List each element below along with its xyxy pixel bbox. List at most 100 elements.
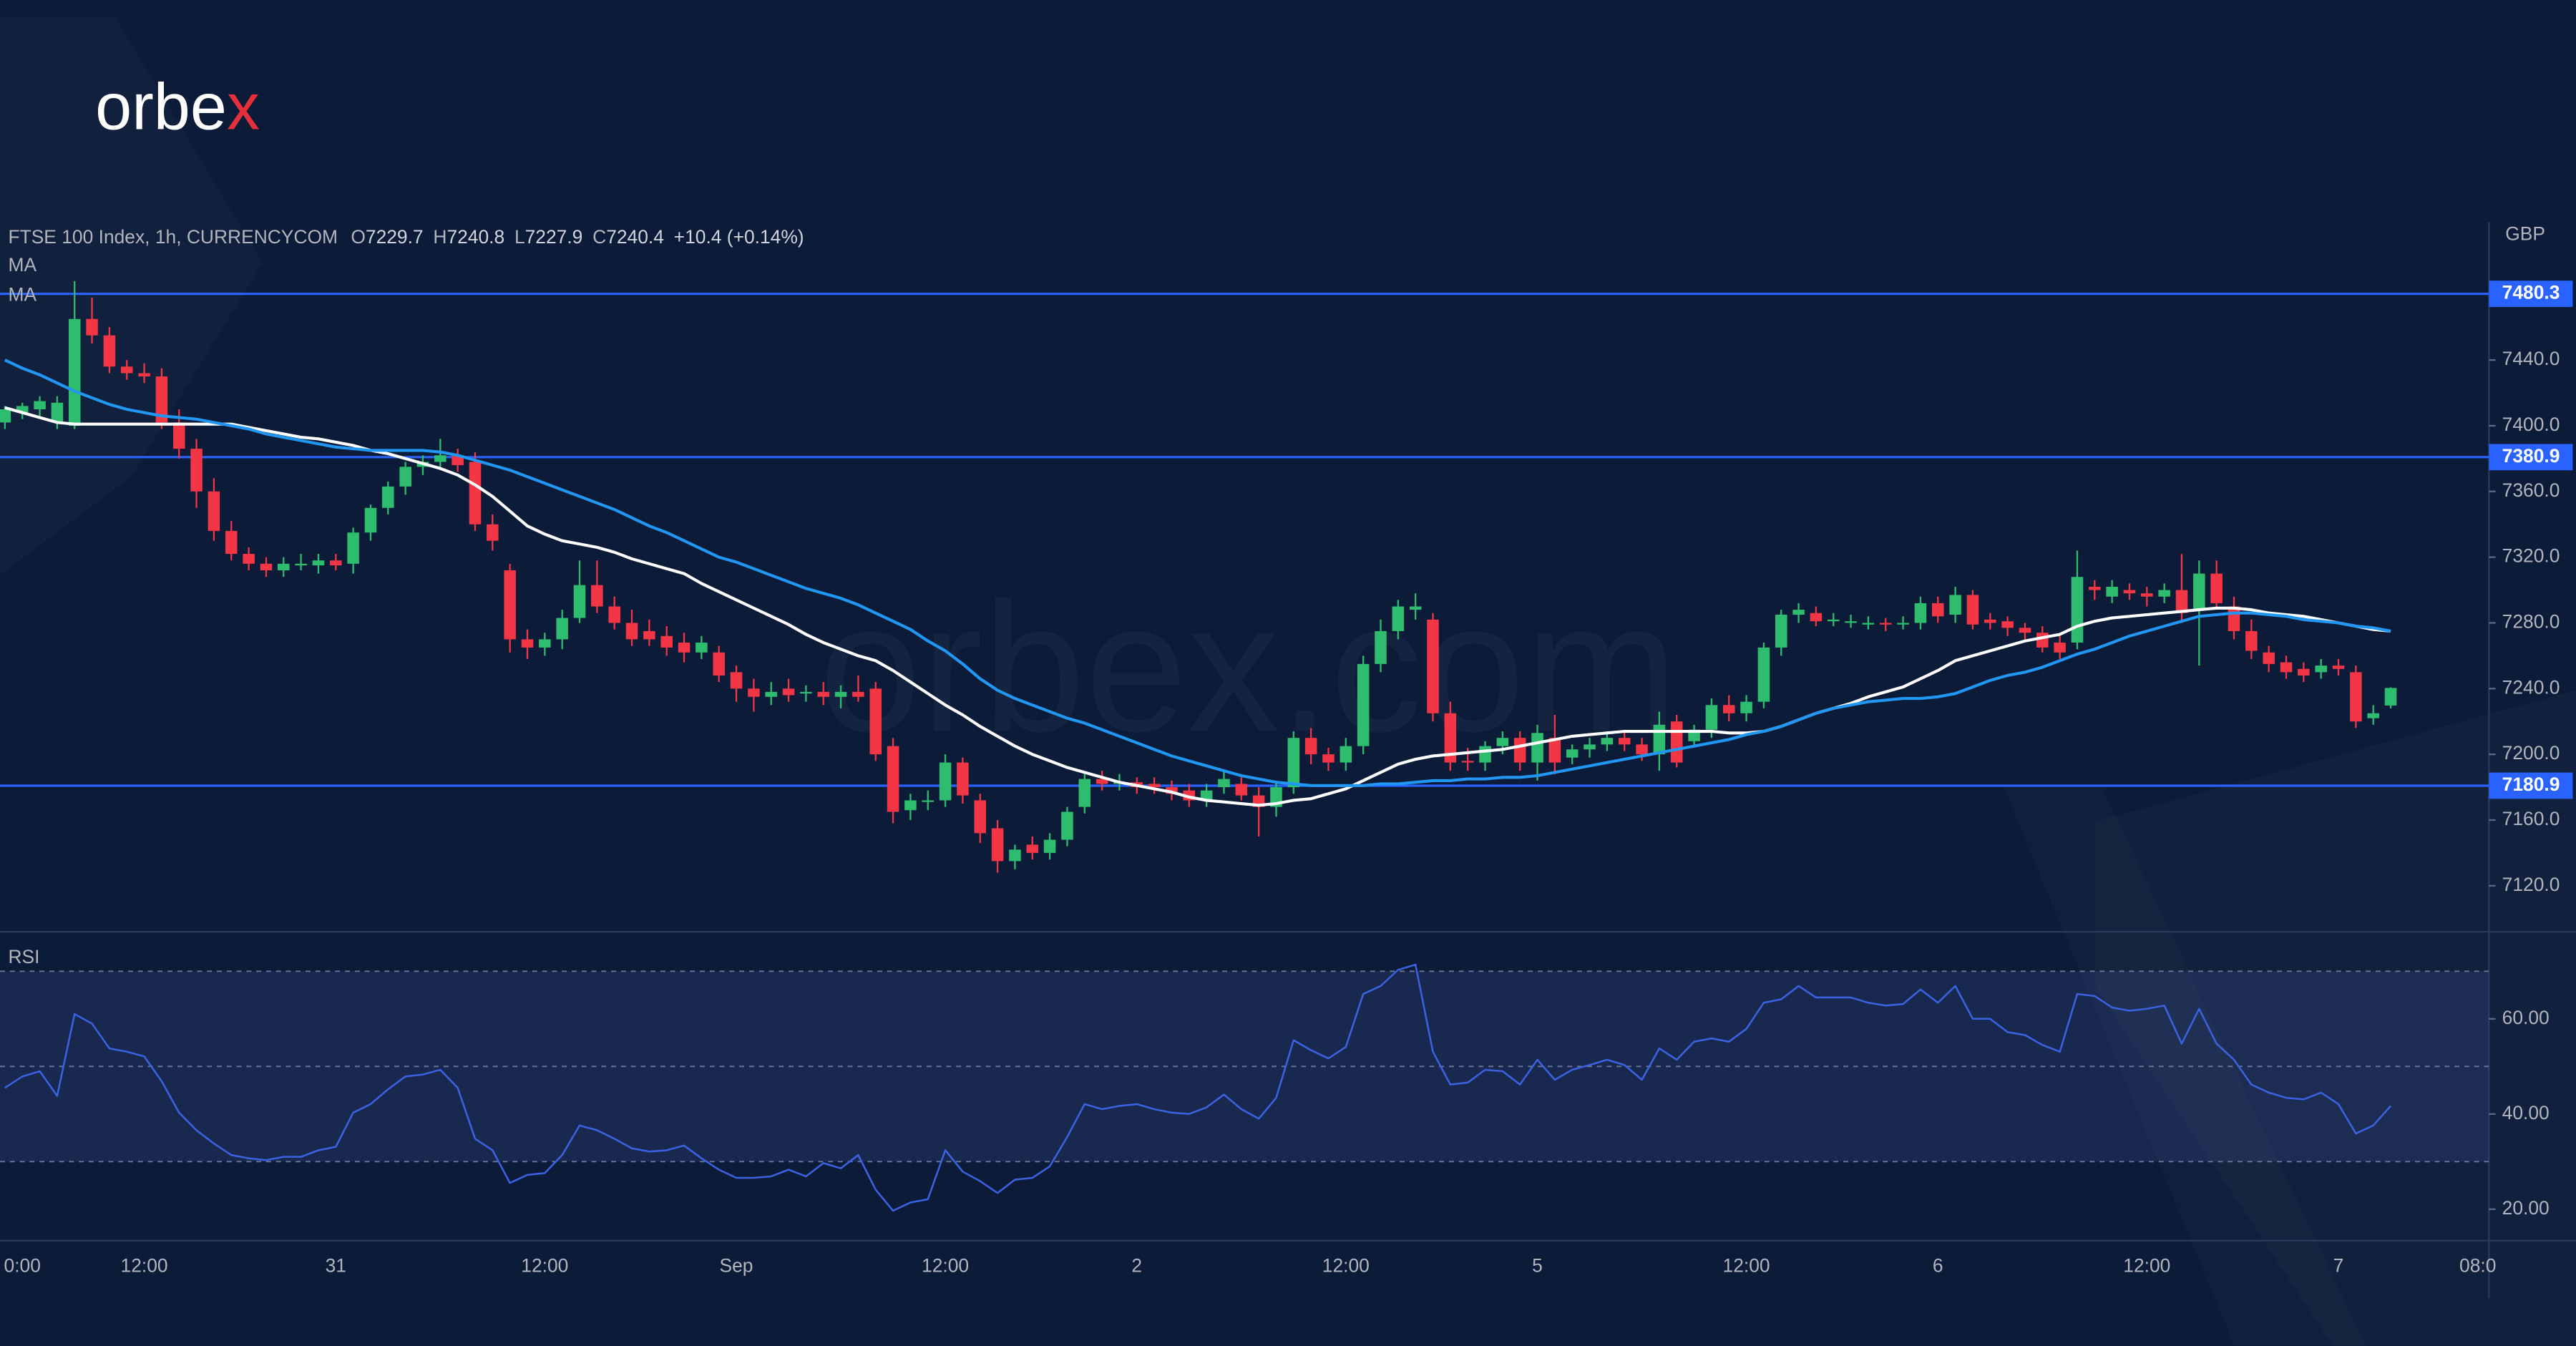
y-tick-label: 7200.0 xyxy=(2502,742,2560,764)
candle-body xyxy=(1775,614,1787,648)
candle-body xyxy=(2175,590,2188,613)
candle-body xyxy=(1444,713,1457,763)
y-tick-label: 7360.0 xyxy=(2502,479,2560,501)
x-tick-label: 31 xyxy=(326,1254,346,1276)
ohlc-key: H xyxy=(433,226,447,248)
candle-body xyxy=(2332,665,2345,669)
y-tick-label: 7440.0 xyxy=(2502,348,2560,369)
candle-body xyxy=(330,560,342,566)
candle-body xyxy=(1148,784,1161,788)
y-tick-label: 7400.0 xyxy=(2502,414,2560,435)
ohlc-key: L xyxy=(514,226,525,248)
candle-body xyxy=(591,585,603,607)
candle-body xyxy=(1513,738,1526,763)
candle-body xyxy=(713,652,725,676)
candle-body xyxy=(2089,586,2101,590)
candle-body xyxy=(2210,573,2223,603)
candle-body xyxy=(1636,744,1648,755)
ohlc-key: C xyxy=(592,226,606,248)
candle-body xyxy=(1548,738,1561,763)
candle-body xyxy=(1949,595,1961,615)
x-tick-label: 12:00 xyxy=(1723,1254,1770,1276)
moving-average xyxy=(4,359,2391,787)
candle-body xyxy=(1531,733,1543,763)
x-tick-label: 12:00 xyxy=(2123,1254,2170,1276)
candle-body xyxy=(1670,721,1683,763)
candle-body xyxy=(120,366,133,374)
x-tick-label: 7 xyxy=(2333,1254,2344,1276)
candle-body xyxy=(0,409,11,423)
candle-body xyxy=(225,530,238,555)
candle-body xyxy=(1722,705,1735,713)
candle-body xyxy=(1757,647,1770,702)
candle-body xyxy=(1966,595,1979,625)
x-tick-label: 5 xyxy=(1532,1254,1543,1276)
candle-body xyxy=(1914,603,1927,623)
ohlc-key: O xyxy=(351,226,366,248)
x-tick-label: 12:00 xyxy=(922,1254,969,1276)
candle-body xyxy=(1740,701,1752,713)
candle-body xyxy=(2280,662,2293,673)
candle-body xyxy=(1461,761,1474,763)
level-label: 7380.9 xyxy=(2502,445,2560,467)
currency: GBP xyxy=(2505,223,2545,245)
candle-body xyxy=(1218,779,1230,788)
candle-body xyxy=(2071,577,2084,643)
candle-body xyxy=(295,563,307,566)
candle-body xyxy=(1078,779,1091,807)
candle-body xyxy=(1496,738,1509,746)
candle-body xyxy=(1653,724,1666,755)
candle-body xyxy=(521,639,534,648)
overlay: 7440.0 7400.0 7360.0 7320.0 7280.0 7240.0 7200… xyxy=(4,281,2573,1276)
candle-body xyxy=(399,467,411,487)
candle-body xyxy=(103,335,116,367)
candle-body xyxy=(434,455,447,462)
level-badge xyxy=(2489,772,2573,799)
candle-body xyxy=(1792,610,1805,615)
candle-body xyxy=(782,688,795,696)
level-label: 7480.3 xyxy=(2502,282,2560,303)
candle-body xyxy=(2298,668,2310,676)
moving-average xyxy=(4,406,2391,807)
candle-body xyxy=(1566,749,1579,758)
candle-body xyxy=(243,554,255,564)
candle-body xyxy=(1009,849,1021,862)
candle-body xyxy=(2001,621,2014,628)
candle-body xyxy=(748,688,760,697)
ohlc-value: 7227.9 xyxy=(525,226,583,248)
candle-body xyxy=(2384,688,2397,706)
candle-body xyxy=(2123,590,2136,594)
candle-body xyxy=(1166,787,1178,794)
candle-body xyxy=(957,762,969,796)
candle-body xyxy=(556,618,568,640)
candle-body xyxy=(278,563,290,571)
candle-body xyxy=(1357,663,1370,746)
rsi-tick-label: 40.00 xyxy=(2502,1102,2550,1123)
candle-body xyxy=(487,524,499,541)
ohlc-value: 7240.8 xyxy=(447,226,504,248)
candle-body xyxy=(660,635,673,648)
candle-body xyxy=(1287,738,1300,788)
candle-body xyxy=(1322,754,1335,763)
candle-body xyxy=(2245,630,2258,651)
candle-body xyxy=(16,406,29,413)
candle-body xyxy=(1618,738,1631,745)
candle-body xyxy=(991,828,1004,862)
y-tick-label: 7320.0 xyxy=(2502,545,2560,567)
candle-body xyxy=(1409,606,1422,610)
logo-accent: x xyxy=(227,71,260,144)
rsi-pane xyxy=(0,963,2489,1212)
candle-body xyxy=(800,691,812,694)
candle-body xyxy=(347,532,359,564)
candle-body xyxy=(730,672,743,689)
rsi-line xyxy=(4,963,2391,1212)
x-tick-label: 6 xyxy=(1933,1254,1943,1276)
candle-body xyxy=(817,691,829,697)
candle-body xyxy=(2158,590,2170,597)
candle-body xyxy=(887,746,899,812)
x-tick-label: Sep xyxy=(720,1254,753,1276)
candle-body xyxy=(1479,746,1491,763)
x-tick-label: 0:00 xyxy=(4,1254,41,1276)
candle-body xyxy=(1601,738,1614,745)
